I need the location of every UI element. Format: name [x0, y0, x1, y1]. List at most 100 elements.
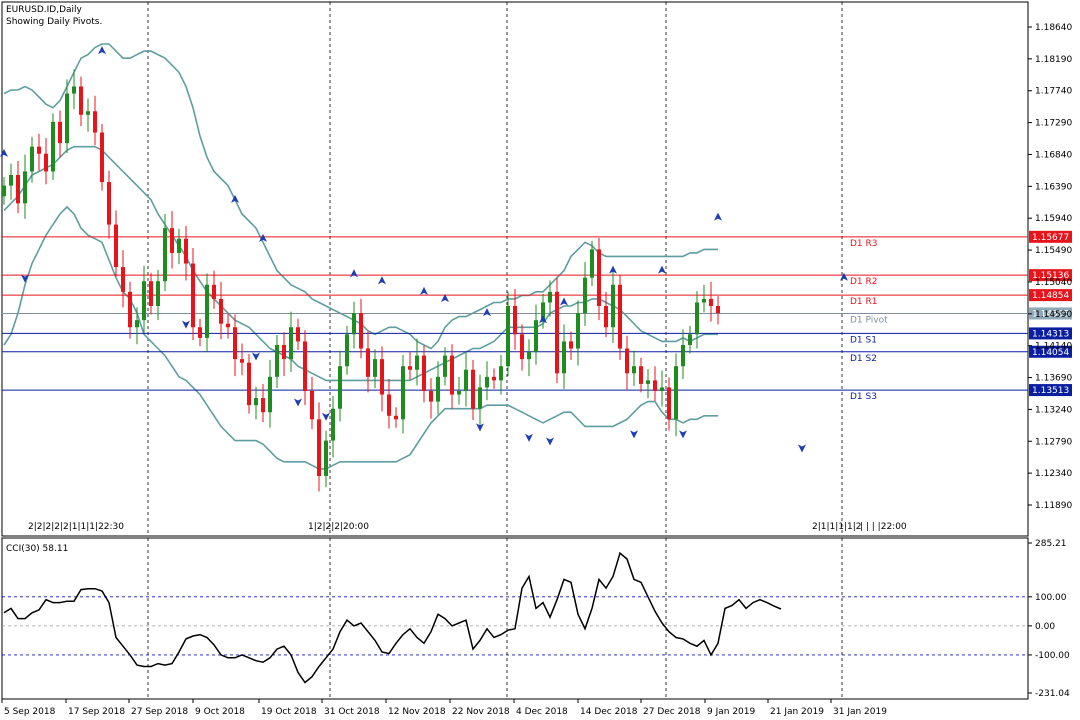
- chart-subtitle: Showing Daily Pivots.: [6, 17, 102, 27]
- cci-tick-label: 0.00: [1035, 622, 1055, 632]
- bottom-marker: 2|2|2|2|2|1|1|1|22:30: [28, 522, 124, 532]
- candle-bull: [163, 228, 167, 282]
- pivot-price-text: 1.14313: [1032, 329, 1069, 339]
- candle-bull: [345, 334, 349, 367]
- fractal-up-arrow: [420, 286, 428, 295]
- pivot-price-text: 1.14054: [1032, 348, 1069, 358]
- fractal-up-arrow: [658, 265, 666, 274]
- chart-title: EURUSD.ID,Daily: [6, 5, 83, 15]
- candle-bull: [681, 344, 685, 367]
- price-tick-label: 1.17290: [1035, 119, 1072, 129]
- candle-bear: [121, 267, 125, 292]
- price-tick-label: 1.15940: [1035, 214, 1072, 224]
- candle-bear: [114, 224, 118, 268]
- time-tick-label: 21 Jan 2019: [770, 707, 824, 717]
- fractal-down-arrow: [679, 430, 687, 439]
- fractal-up-arrow: [714, 212, 722, 221]
- candle-bull: [632, 366, 636, 374]
- pivot-price-tag: [1029, 230, 1072, 243]
- pivot-price-tag: [1029, 345, 1072, 358]
- time-tick-label: 31 Jan 2019: [833, 707, 887, 717]
- candle-bear: [492, 376, 496, 381]
- pivot-label: D1 Pivot: [850, 315, 888, 325]
- candle-bull: [702, 298, 706, 303]
- bottom-marker: 1|2|2|2|20:00: [308, 522, 369, 532]
- candle-bull: [373, 359, 377, 377]
- candle-bear: [394, 415, 398, 420]
- candle-bull: [86, 111, 90, 115]
- time-tick-label: 27 Dec 2018: [643, 707, 701, 717]
- candle-bull: [324, 440, 328, 476]
- fractal-up-arrow: [98, 46, 106, 55]
- candle-bear: [219, 298, 223, 324]
- candle-bull: [338, 366, 342, 409]
- fractal-up-arrow: [0, 148, 8, 157]
- cci-panel-frame: [1, 537, 1029, 700]
- candle-bear: [226, 323, 230, 328]
- candle-bull: [478, 387, 482, 409]
- pivot-label: D1 R2: [850, 277, 878, 287]
- fractal-markers: [0, 46, 848, 453]
- current-price-tag: [1029, 307, 1072, 320]
- candle-bear: [625, 348, 629, 374]
- time-tick-label: 27 Sep 2018: [131, 707, 188, 717]
- candle-bull: [51, 121, 55, 172]
- candle-bear: [303, 341, 307, 391]
- candle-bear: [639, 366, 643, 384]
- candle-bull: [205, 284, 209, 338]
- time-tick-label: 31 Oct 2018: [324, 707, 380, 717]
- pivot-price-tag: [1029, 269, 1072, 282]
- candle-bear: [709, 298, 713, 307]
- candle-bear: [296, 327, 300, 342]
- time-tick-label: 22 Nov 2018: [452, 707, 510, 717]
- candle-bull: [534, 320, 538, 353]
- pivot-lines: D1 R3 1.15677 D1 R2 1.15136 D1 R1 1.14854 D1 P…: [2, 230, 1072, 402]
- cci-tick-label: 285.21: [1035, 539, 1067, 549]
- fractal-up-arrow: [483, 308, 491, 317]
- candle-bear: [317, 419, 321, 476]
- time-tick-label: 19 Oct 2018: [261, 707, 317, 717]
- price-tick-label: 1.16840: [1035, 150, 1072, 160]
- candle-bull: [611, 284, 615, 328]
- candle-bull: [457, 390, 461, 395]
- price-tick-label: 1.13690: [1035, 374, 1072, 384]
- candle-bear: [513, 306, 517, 335]
- candle-bull: [156, 281, 160, 307]
- fractal-up-arrow: [441, 294, 449, 303]
- candle-bear: [597, 249, 601, 307]
- candle-bull: [443, 355, 447, 377]
- candle-bear: [408, 366, 412, 370]
- pivot-label: D1 R1: [850, 297, 878, 307]
- candle-bull: [135, 320, 139, 328]
- fractal-up-arrow: [609, 265, 617, 274]
- time-tick-label: 9 Jan 2019: [707, 707, 755, 717]
- candle-bull: [2, 185, 6, 197]
- time-tick-label: 14 Dec 2018: [580, 707, 638, 717]
- candle-bear: [198, 327, 202, 338]
- candle-bear: [450, 355, 454, 395]
- cci-line: [3, 551, 782, 684]
- candle-bull: [590, 249, 594, 278]
- candlesticks: [2, 69, 720, 492]
- price-axis: 1.18640 1.18190 1.17740 1.17290 1.16840 1.163…: [1028, 23, 1072, 511]
- vertical-grid: [147, 2, 843, 699]
- candle-bear: [359, 313, 363, 349]
- candle-bear: [93, 111, 97, 133]
- candle-bull: [646, 380, 650, 384]
- fractal-up-arrow: [259, 233, 267, 242]
- candle-bull: [436, 376, 440, 402]
- fractal-down-arrow: [546, 437, 554, 446]
- cci-tick-label: -231.04: [1035, 689, 1070, 699]
- price-tick-label: 1.14590: [1035, 310, 1072, 320]
- candle-bear: [422, 355, 426, 391]
- candle-bear: [555, 291, 559, 374]
- candle-bear: [16, 175, 20, 204]
- candle-bull: [65, 93, 69, 144]
- price-tick-label: 1.12790: [1035, 437, 1072, 447]
- candle-bull: [415, 355, 419, 370]
- fractal-down-arrow: [294, 398, 302, 407]
- time-tick-label: 12 Nov 2018: [388, 707, 446, 717]
- fractal-down-arrow: [252, 352, 260, 361]
- candle-bear: [261, 398, 265, 413]
